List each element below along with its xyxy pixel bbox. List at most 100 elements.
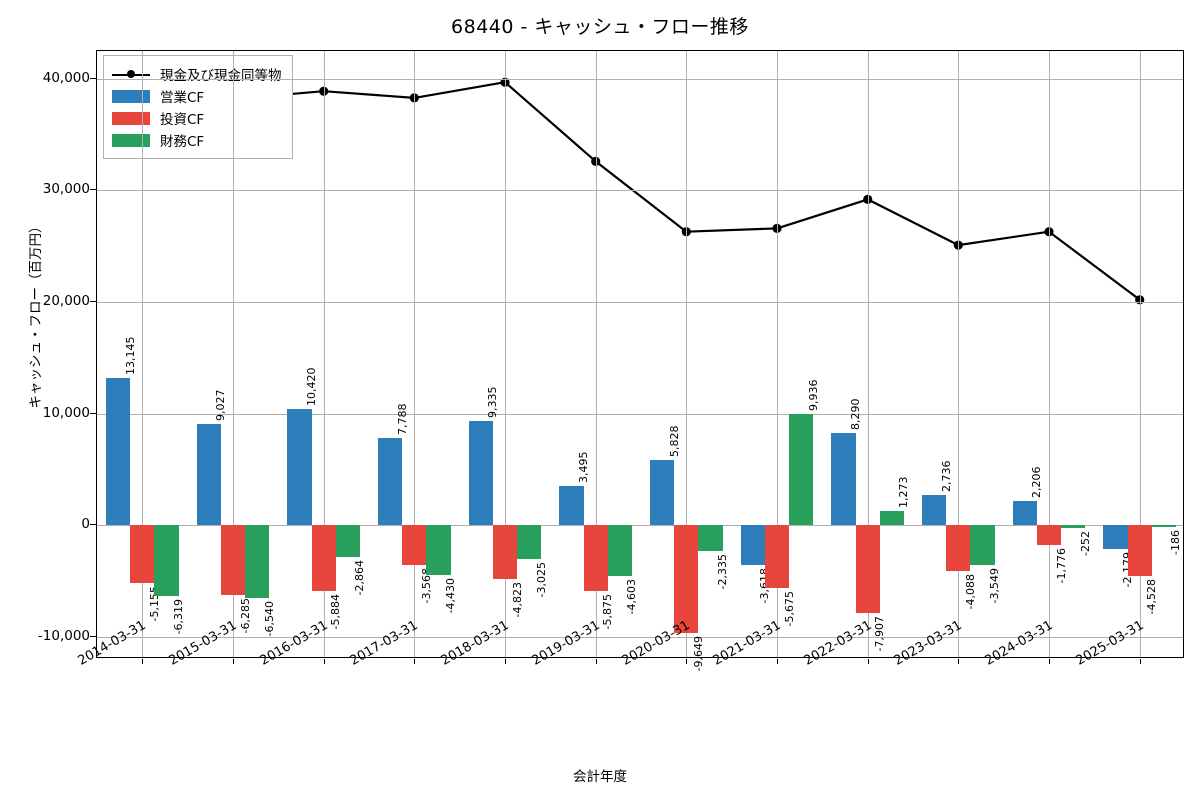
bar-value-label: 7,788 (395, 403, 409, 436)
y-tick-label: -10,000 (37, 627, 90, 644)
bar-value-label: -3,549 (988, 567, 1001, 604)
gridline-vertical (686, 51, 688, 657)
bar-value-label: -6,540 (262, 601, 276, 637)
x-tick-mark (595, 659, 597, 664)
x-tick-mark (142, 659, 144, 664)
bar-value-label: 9,027 (214, 389, 228, 422)
legend-color-swatch (112, 89, 150, 103)
bar (402, 525, 427, 565)
bar-value-label: 10,420 (304, 367, 318, 406)
bar-value-label: 3,495 (576, 451, 590, 484)
gridline-horizontal (97, 525, 1183, 527)
gridline-horizontal (97, 190, 1183, 192)
legend-item[interactable]: 投資CF (112, 107, 282, 129)
bar (468, 420, 493, 526)
legend-label: 営業CF (160, 90, 205, 106)
bar-value-label: -4,823 (510, 581, 524, 618)
bar-value-label: 9,936 (806, 379, 820, 412)
x-tick-mark (1049, 659, 1050, 664)
gridline-vertical (505, 51, 506, 657)
bar-value-label: -4,603 (625, 579, 639, 615)
legend-line-marker-icon (112, 68, 150, 81)
y-tick-label: 0 (81, 516, 90, 533)
x-tick-mark (867, 659, 869, 664)
bar-value-label: -4,430 (444, 577, 457, 614)
legend-label: 投資CF (160, 112, 205, 128)
bar-value-label: 2,206 (1030, 466, 1044, 498)
bar-value-label: -4,528 (1145, 578, 1159, 615)
gridline-horizontal (97, 636, 1183, 638)
bar-value-label: -2,335 (716, 554, 729, 590)
bar-value-label: 1,273 (897, 476, 911, 508)
y-tick-mark (90, 301, 96, 302)
bar (106, 378, 131, 526)
y-tick-mark (90, 412, 96, 414)
bar (492, 525, 518, 579)
chart-title: 68440 - キャッシュ・フロー推移 (451, 16, 749, 38)
gridline-vertical (414, 51, 416, 657)
bar (674, 525, 699, 633)
bar (946, 525, 971, 571)
y-tick-mark (90, 189, 96, 191)
bar-value-label: 13,145 (123, 336, 137, 376)
x-tick-mark (686, 659, 688, 664)
x-tick-mark (505, 659, 506, 664)
gridline-vertical (595, 51, 597, 657)
bar-value-label: -6,285 (238, 598, 252, 634)
y-tick-label: 30,000 (42, 181, 90, 198)
bar (378, 438, 403, 526)
bar (922, 494, 947, 526)
y-tick-label: 40,000 (42, 69, 90, 86)
bar (335, 525, 360, 558)
bar-value-label: -5,875 (601, 593, 615, 630)
bar (970, 525, 995, 565)
bar (517, 525, 542, 559)
x-tick-mark (1139, 659, 1141, 664)
bar-value-label: -5,675 (782, 591, 796, 627)
bar (311, 525, 336, 591)
gridline-horizontal (97, 78, 1183, 80)
bar-value-label: -7,907 (873, 616, 887, 652)
legend-label: 財務CF (160, 134, 205, 150)
x-tick-mark (958, 659, 960, 664)
bar (245, 525, 270, 599)
bar (1151, 525, 1176, 528)
gridline-vertical (1139, 51, 1141, 657)
bar-value-label: -4,088 (963, 573, 977, 610)
gridline-vertical (1049, 51, 1050, 657)
bar (426, 525, 451, 575)
y-tick-mark (90, 635, 96, 637)
y-tick-label: 10,000 (42, 404, 90, 421)
bar-value-label: -3,025 (534, 561, 548, 598)
legend-item[interactable]: 財務CF (112, 129, 282, 151)
gridline-horizontal (97, 413, 1183, 415)
cash-line-series (137, 65, 1145, 305)
bar (559, 486, 584, 526)
bar-value-label: 8,290 (848, 398, 862, 430)
bar (831, 432, 856, 526)
bar-value-label: 9,335 (486, 386, 500, 418)
bar (1127, 525, 1152, 576)
legend-color-swatch (112, 133, 150, 147)
bar (196, 424, 221, 526)
gridline-vertical (323, 51, 325, 657)
gridline-vertical (142, 51, 144, 657)
legend-item[interactable]: 現金及び現金同等物 (112, 63, 282, 85)
legend-label: 現金及び現金同等物 (160, 68, 282, 84)
gridline-vertical (958, 51, 960, 657)
bar (1103, 525, 1128, 550)
bar-value-label: 2,736 (939, 460, 953, 492)
bar (1036, 525, 1062, 545)
y-tick-mark (90, 77, 96, 79)
bar (287, 408, 312, 526)
x-tick-mark (323, 659, 325, 664)
bar (855, 525, 880, 614)
gridline-horizontal (97, 302, 1183, 303)
y-tick-label: 20,000 (42, 293, 90, 309)
bar (650, 460, 675, 526)
bar (583, 525, 608, 591)
y-tick-mark (90, 524, 96, 526)
bar (130, 525, 155, 583)
x-tick-mark (777, 659, 778, 664)
legend-item[interactable]: 営業CF (112, 85, 282, 107)
